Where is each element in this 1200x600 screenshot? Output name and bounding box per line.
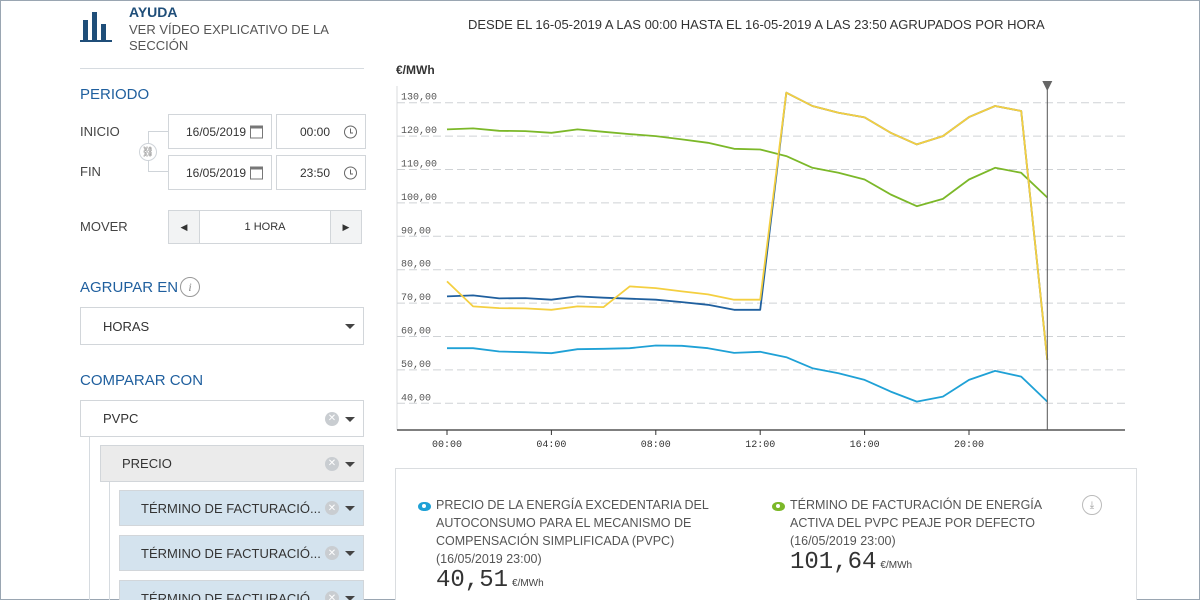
start-time-field[interactable]: 00:00 xyxy=(276,114,366,149)
x-tick-label: 16:00 xyxy=(850,440,880,451)
download-icon[interactable]: ⤓ xyxy=(1082,495,1102,515)
clear-icon[interactable]: ✕ xyxy=(325,456,339,471)
series-line-1 xyxy=(446,127,1048,208)
clock-icon[interactable] xyxy=(344,125,357,138)
legend-card: PRECIO DE LA ENERGÍA EXCEDENTARIA DEL AU… xyxy=(395,468,1137,600)
legend-item-surplus-value: 40,51 €/MWh xyxy=(436,567,544,594)
y-tick-label: 90,00 xyxy=(401,226,431,237)
series-line-4 xyxy=(447,344,1048,403)
compare-item-precio[interactable]: PRECIO ✕ xyxy=(100,445,364,482)
help-title[interactable]: AYUDA xyxy=(129,4,178,20)
chevron-down-icon xyxy=(345,324,355,329)
start-date-field[interactable]: 16/05/2019 xyxy=(168,114,272,149)
calendar-icon[interactable] xyxy=(250,125,263,138)
y-tick-label: 60,00 xyxy=(401,326,431,337)
x-tick-label: 00:00 xyxy=(432,440,462,451)
period-heading: PERIODO xyxy=(80,86,150,103)
group-select[interactable]: HORAS xyxy=(80,307,364,345)
legend-item-term-text: TÉRMINO DE FACTURACIÓN DE ENERGÍA ACTIVA… xyxy=(790,498,1042,530)
chevron-down-icon[interactable] xyxy=(345,596,355,600)
clock-icon[interactable] xyxy=(344,166,357,179)
compare-item-term-1[interactable]: TÉRMINO DE FACTURACIÓ... ✕ xyxy=(119,490,364,526)
compare-item-term-2[interactable]: TÉRMINO DE FACTURACIÓ... ✕ xyxy=(119,535,364,571)
x-tick-label: 20:00 xyxy=(954,440,984,451)
time-cursor-handle xyxy=(1042,81,1053,91)
group-heading: AGRUPAR EN xyxy=(80,279,179,296)
price-line-chart[interactable]: 40,00 50,00 60,00 70,00 80,00 90,00 100,00 110,… xyxy=(384,0,1200,460)
compare-heading: COMPARAR CON xyxy=(80,372,204,389)
tree-line xyxy=(109,482,110,600)
chevron-down-icon[interactable] xyxy=(345,506,355,511)
chevron-down-icon[interactable] xyxy=(345,461,355,467)
legend-item-term-date: (16/05/2019 23:00) xyxy=(790,534,896,548)
legend-item-surplus-text: PRECIO DE LA ENERGÍA EXCEDENTARIA DEL AU… xyxy=(436,498,709,548)
y-tick-label: 40,00 xyxy=(401,393,431,404)
legend-item-surplus-date: (16/05/2019 23:00) xyxy=(436,552,542,566)
clear-icon[interactable]: ✕ xyxy=(325,501,339,515)
x-tick-label: 04:00 xyxy=(536,440,566,451)
calendar-icon[interactable] xyxy=(250,166,263,179)
y-tick-label: 130,00 xyxy=(401,93,437,104)
eye-icon[interactable] xyxy=(418,502,431,511)
link-icon[interactable]: ⛓ xyxy=(139,143,157,161)
clear-icon[interactable]: ✕ xyxy=(325,546,339,560)
move-next-button[interactable]: ▶ xyxy=(331,211,361,243)
end-label: FIN xyxy=(80,164,101,179)
eye-icon[interactable] xyxy=(772,502,785,511)
end-date-field[interactable]: 16/05/2019 xyxy=(168,155,272,190)
compare-item-term-3[interactable]: TÉRMINO DE FACTURACIÓ... ✕ xyxy=(119,580,364,600)
series-line-2 xyxy=(446,91,1049,360)
move-value: 1 HORA xyxy=(199,211,331,243)
chevron-down-icon[interactable] xyxy=(345,416,355,422)
x-tick-label: 08:00 xyxy=(641,440,671,451)
chart-panel: DESDE EL 16-05-2019 A LAS 00:00 HASTA EL… xyxy=(384,0,1200,600)
move-label: MOVER xyxy=(80,219,128,234)
filter-panel: AYUDA VER VÍDEO EXPLICATIVO DE LA SECCIÓ… xyxy=(80,0,366,600)
help-video-link[interactable]: VER VÍDEO EXPLICATIVO DE LA SECCIÓN xyxy=(129,22,329,53)
clear-icon[interactable]: ✕ xyxy=(325,591,339,600)
y-tick-label: 50,00 xyxy=(401,360,431,371)
move-stepper: ◀ 1 HORA ▶ xyxy=(168,210,362,244)
date-range-header: DESDE EL 16-05-2019 A LAS 00:00 HASTA EL… xyxy=(468,17,1045,32)
bar-chart-logo-icon[interactable] xyxy=(80,8,114,42)
y-tick-label: 100,00 xyxy=(401,193,437,204)
tree-line xyxy=(89,437,90,600)
series-line-3 xyxy=(446,91,1049,360)
x-tick-label: 12:00 xyxy=(745,440,775,451)
start-label: INICIO xyxy=(80,124,120,139)
y-tick-label: 120,00 xyxy=(401,126,437,137)
y-tick-label: 80,00 xyxy=(401,260,431,271)
end-time-field[interactable]: 23:50 xyxy=(276,155,366,190)
move-previous-button[interactable]: ◀ xyxy=(169,211,199,243)
legend-item-term-value: 101,64 €/MWh xyxy=(790,549,913,576)
chevron-down-icon[interactable] xyxy=(345,551,355,556)
y-tick-label: 70,00 xyxy=(401,293,431,304)
compare-item-pvpc[interactable]: PVPC ✕ xyxy=(80,400,364,437)
y-axis-unit: €/MWh xyxy=(396,63,435,77)
clear-icon[interactable]: ✕ xyxy=(325,411,339,426)
y-tick-label: 110,00 xyxy=(401,159,437,170)
info-icon[interactable]: i xyxy=(180,277,200,297)
divider xyxy=(80,68,364,69)
